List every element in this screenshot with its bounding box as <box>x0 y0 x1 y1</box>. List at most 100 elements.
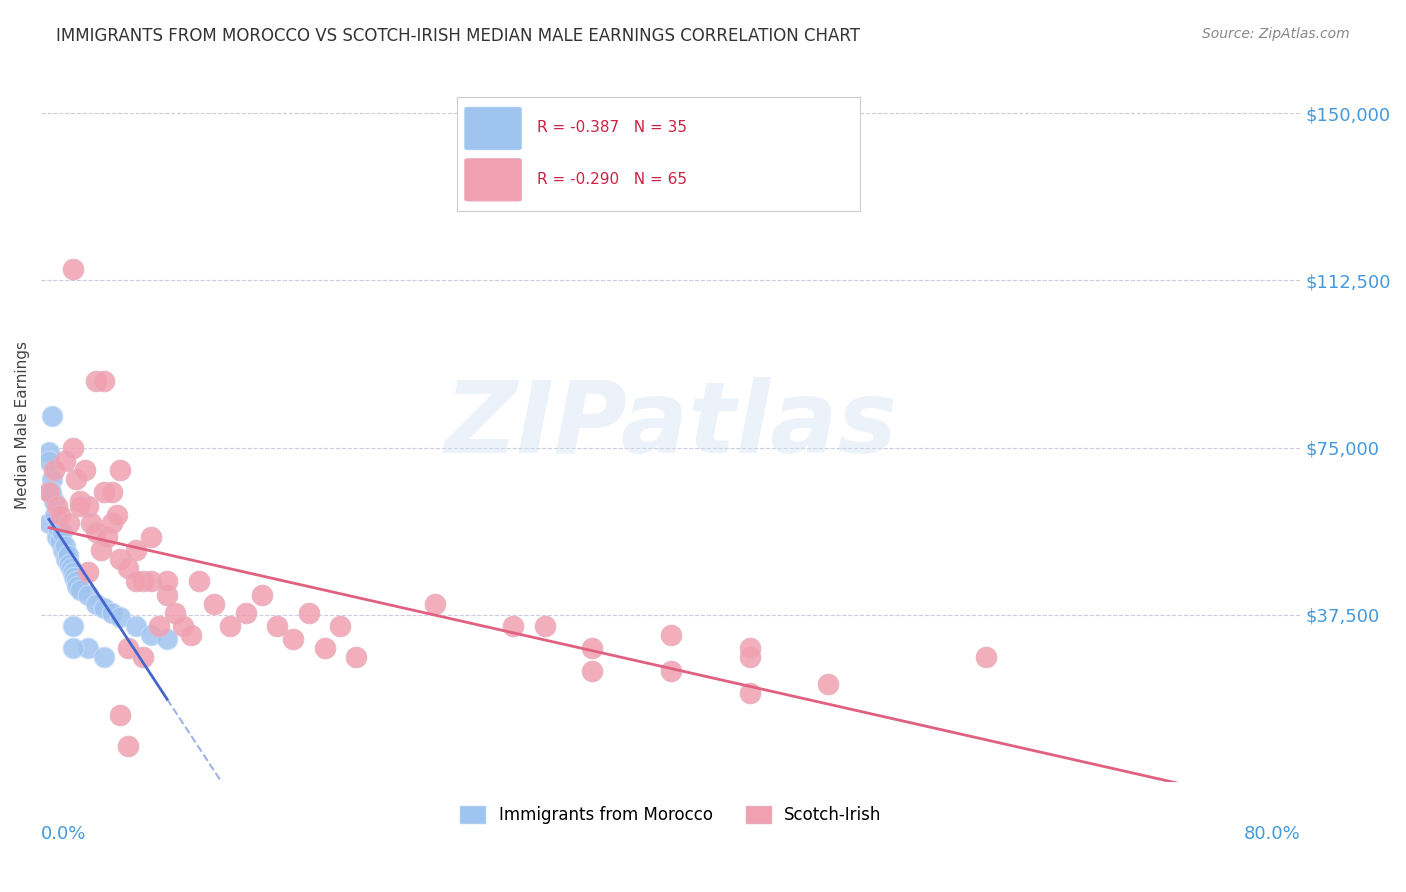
Text: IMMIGRANTS FROM MOROCCO VS SCOTCH-IRISH MEDIAN MALE EARNINGS CORRELATION CHART: IMMIGRANTS FROM MOROCCO VS SCOTCH-IRISH … <box>56 27 860 45</box>
Point <box>101 516 124 531</box>
Point <box>132 574 155 589</box>
Point <box>60 561 83 575</box>
Point <box>581 641 603 656</box>
Point <box>281 632 304 647</box>
Point <box>108 610 131 624</box>
Point <box>141 628 163 642</box>
Point <box>77 499 100 513</box>
Y-axis label: Median Male Earnings: Median Male Earnings <box>15 342 30 509</box>
Point <box>141 530 163 544</box>
Point <box>58 516 80 531</box>
Point <box>77 566 100 580</box>
Point <box>51 525 73 540</box>
Point <box>53 454 76 468</box>
Point <box>93 374 115 388</box>
Point <box>62 441 84 455</box>
Point <box>69 494 91 508</box>
Point <box>156 574 179 589</box>
Text: 0.0%: 0.0% <box>41 825 87 843</box>
Point <box>93 601 115 615</box>
Point <box>659 628 682 642</box>
Point <box>44 508 66 522</box>
Point <box>738 650 761 665</box>
Point <box>101 606 124 620</box>
Point <box>101 485 124 500</box>
Text: ZIPatlas: ZIPatlas <box>444 376 897 474</box>
Point <box>63 570 86 584</box>
Point <box>56 548 79 562</box>
Point <box>423 597 446 611</box>
Point <box>48 521 70 535</box>
Point <box>581 664 603 678</box>
Point <box>80 516 103 531</box>
Point <box>90 543 112 558</box>
Point <box>38 516 60 531</box>
Point <box>738 686 761 700</box>
Point <box>974 650 997 665</box>
Point <box>41 472 63 486</box>
Point <box>38 445 60 459</box>
Point <box>77 588 100 602</box>
Point <box>502 619 524 633</box>
Point <box>66 579 89 593</box>
Point <box>817 677 839 691</box>
Point <box>148 619 170 633</box>
Point <box>62 262 84 277</box>
Point <box>124 619 146 633</box>
Point <box>41 409 63 424</box>
Point <box>55 552 77 566</box>
Point <box>49 508 72 522</box>
Point <box>141 574 163 589</box>
Point <box>52 543 75 558</box>
Point <box>156 588 179 602</box>
Point <box>96 530 118 544</box>
Point <box>39 485 62 500</box>
Point <box>45 499 67 513</box>
Text: 80.0%: 80.0% <box>1244 825 1301 843</box>
Point <box>38 454 60 468</box>
Point <box>117 739 139 754</box>
Point <box>49 534 72 549</box>
Point <box>163 606 186 620</box>
Point <box>65 574 87 589</box>
Point <box>77 641 100 656</box>
Point <box>219 619 242 633</box>
Legend: Immigrants from Morocco, Scotch-Irish: Immigrants from Morocco, Scotch-Irish <box>454 799 889 830</box>
Point <box>659 664 682 678</box>
Point <box>329 619 352 633</box>
Point <box>53 539 76 553</box>
Point <box>738 641 761 656</box>
Point <box>235 606 257 620</box>
Text: Source: ZipAtlas.com: Source: ZipAtlas.com <box>1202 27 1350 41</box>
Point <box>38 485 60 500</box>
Point <box>62 641 84 656</box>
Point <box>108 463 131 477</box>
Point <box>42 463 65 477</box>
Point <box>202 597 225 611</box>
Point <box>132 650 155 665</box>
Point <box>105 508 128 522</box>
Point <box>298 606 321 620</box>
Point <box>117 561 139 575</box>
Point <box>180 628 202 642</box>
Point <box>172 619 194 633</box>
Point <box>250 588 273 602</box>
Point <box>344 650 367 665</box>
Point <box>45 530 67 544</box>
Point <box>84 597 107 611</box>
Point <box>187 574 209 589</box>
Point <box>314 641 336 656</box>
Point <box>69 583 91 598</box>
Point <box>108 708 131 723</box>
Point <box>42 494 65 508</box>
Point <box>69 499 91 513</box>
Point <box>84 525 107 540</box>
Point <box>117 641 139 656</box>
Point <box>58 557 80 571</box>
Point <box>156 632 179 647</box>
Point <box>124 574 146 589</box>
Point <box>108 552 131 566</box>
Point <box>534 619 557 633</box>
Point <box>75 463 97 477</box>
Point <box>93 485 115 500</box>
